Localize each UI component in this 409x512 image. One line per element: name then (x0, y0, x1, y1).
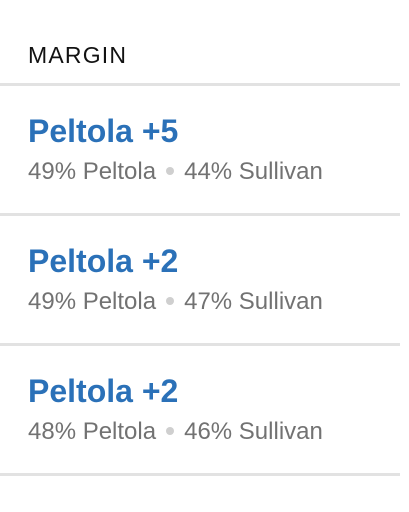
candidate-a-share: 49% Peltola (28, 158, 157, 185)
candidate-b-share: 47% Sullivan (184, 288, 323, 315)
candidate-b-share: 44% Sullivan (184, 158, 323, 185)
margin-header: MARGIN (0, 0, 400, 86)
separator-dot-icon (166, 166, 175, 175)
poll-detail: 49% Peltola 47% Sullivan (28, 286, 400, 318)
poll-detail: 48% Peltola 46% Sullivan (28, 416, 400, 448)
margin-value: Peltola +2 (28, 373, 179, 409)
poll-row: Peltola +2 48% Peltola 46% Sullivan (0, 346, 400, 476)
margin-value: Peltola +5 (28, 113, 179, 149)
poll-row: Peltola +5 49% Peltola 44% Sullivan (0, 86, 400, 216)
separator-dot-icon (166, 426, 175, 435)
margin-value: Peltola +2 (28, 243, 179, 279)
candidate-a-share: 49% Peltola (28, 288, 157, 315)
candidate-b-share: 46% Sullivan (184, 418, 323, 445)
margin-header-label: MARGIN (28, 42, 128, 68)
margin-panel: MARGIN Peltola +5 49% Peltola 44% Sulliva… (0, 0, 400, 476)
poll-row: Peltola +2 49% Peltola 47% Sullivan (0, 216, 400, 346)
candidate-a-share: 48% Peltola (28, 418, 157, 445)
separator-dot-icon (166, 296, 175, 305)
poll-detail: 49% Peltola 44% Sullivan (28, 156, 400, 188)
